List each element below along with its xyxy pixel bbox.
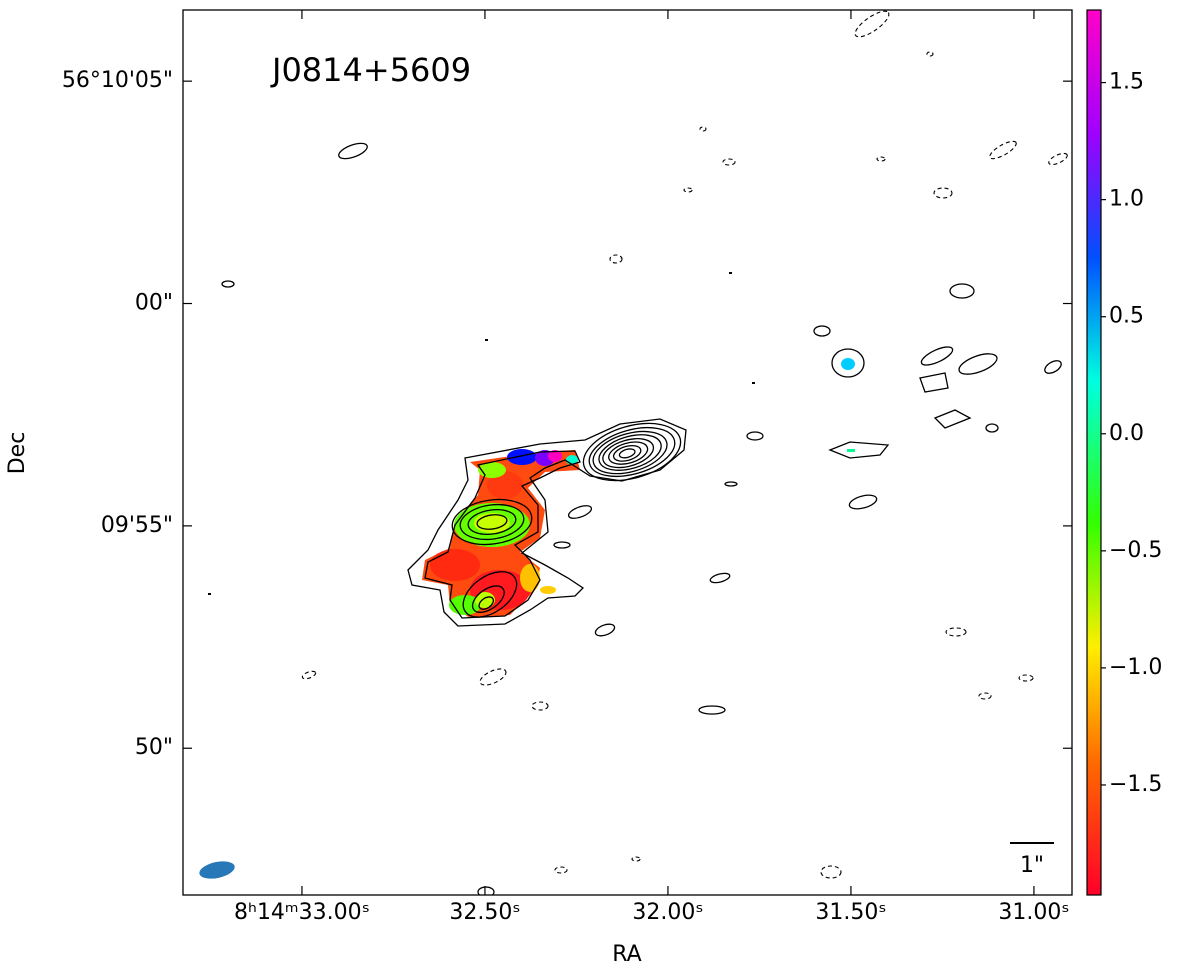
colorbar-tick-label: 0.5 bbox=[1109, 304, 1144, 329]
colorbar bbox=[1086, 9, 1102, 896]
colorbar-tick-label: −1.0 bbox=[1109, 655, 1162, 680]
colorbar-tick-label: 1.0 bbox=[1109, 187, 1144, 212]
plot-frame bbox=[182, 9, 1073, 896]
x-axis-label: RA bbox=[612, 942, 641, 967]
colorbar-tick-label: −0.5 bbox=[1109, 538, 1162, 563]
x-tick-label: 32.50ˢ bbox=[449, 900, 520, 925]
y-axis-label: Dec bbox=[5, 432, 30, 475]
y-tick-label: 09'55" bbox=[101, 513, 173, 538]
y-tick-label: 50" bbox=[135, 735, 173, 760]
x-tick-label: 8ʰ14ᵐ33.00ˢ bbox=[234, 900, 370, 925]
x-tick-label: 32.00ˢ bbox=[632, 900, 703, 925]
chart-title: J0814+5609 bbox=[270, 51, 471, 89]
x-tick-label: 31.00ˢ bbox=[998, 900, 1069, 925]
scale-bar-label: 1" bbox=[1020, 853, 1044, 878]
colorbar-tick-label: 0.0 bbox=[1109, 421, 1144, 446]
y-tick-label: 00" bbox=[135, 291, 173, 316]
colorbar-tick-label: −1.5 bbox=[1109, 772, 1162, 797]
x-tick-label: 31.50ˢ bbox=[815, 900, 886, 925]
y-tick-label: 56°10'05" bbox=[62, 68, 173, 93]
colorbar-tick-label: 1.5 bbox=[1109, 70, 1144, 95]
spectral-index-map bbox=[199, 10, 1068, 895]
